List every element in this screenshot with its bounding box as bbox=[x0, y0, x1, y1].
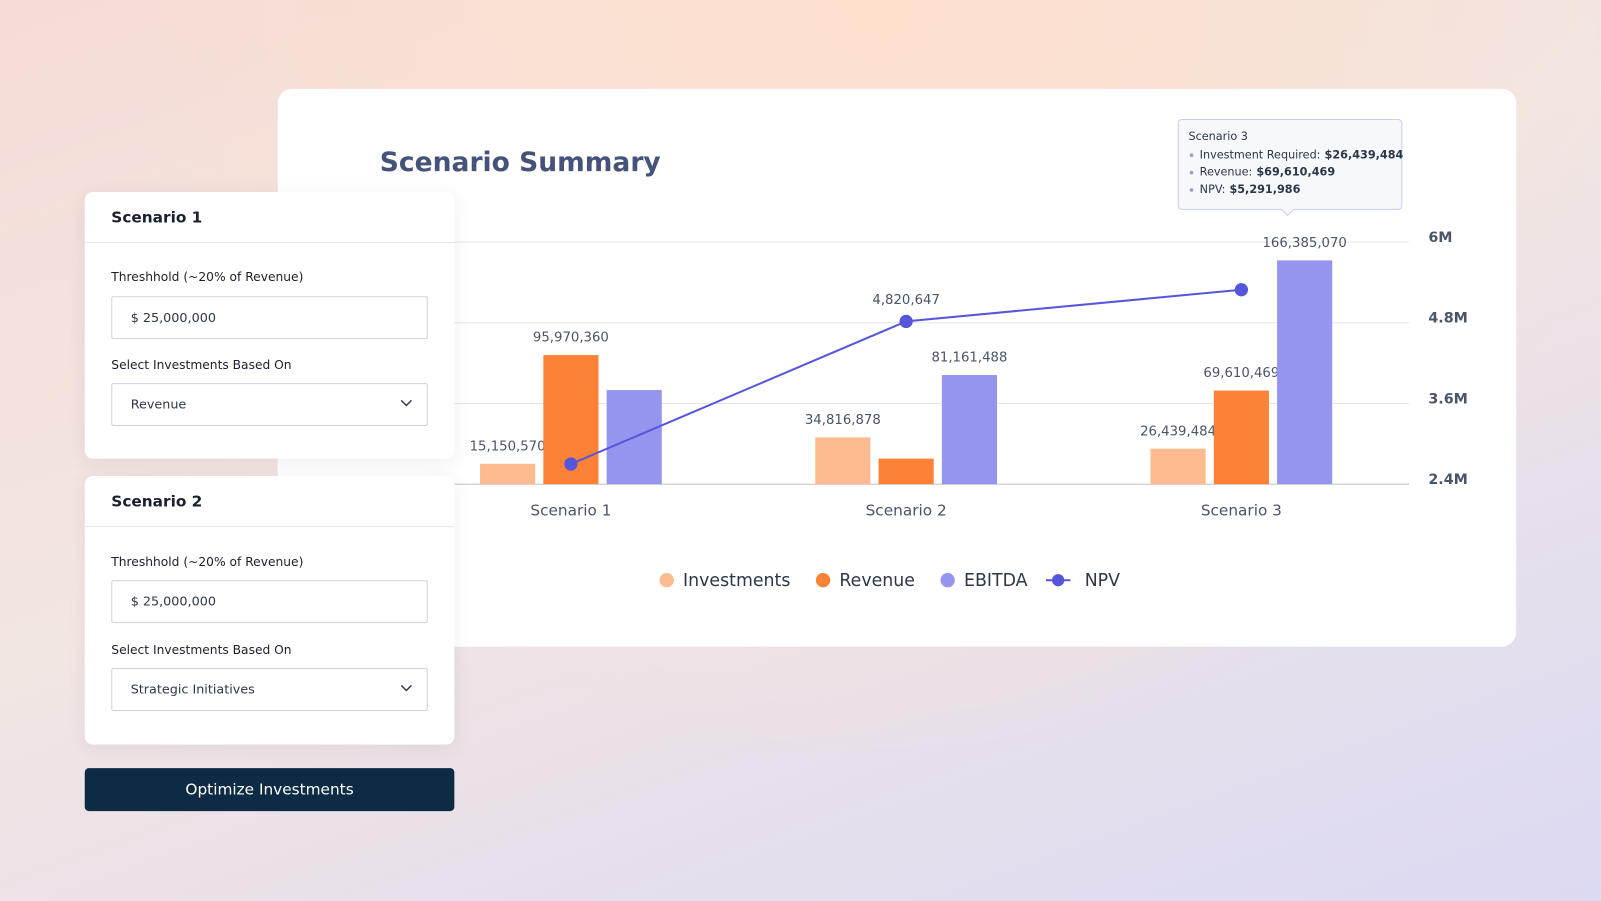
threshold-input[interactable]: $ 25,000,000 bbox=[111, 580, 428, 624]
optimize-button[interactable]: Optimize Investments bbox=[84, 768, 455, 812]
y2-tick-label: 4.8M bbox=[1428, 311, 1468, 327]
legend-item: EBITDA bbox=[940, 571, 1028, 591]
x-tick-label: Scenario 2 bbox=[866, 501, 947, 519]
npv-point bbox=[564, 457, 578, 471]
scenario-card: Scenario 1 Threshhold (~20% of Revenue) … bbox=[84, 192, 455, 459]
legend-item: Revenue bbox=[815, 571, 915, 591]
tooltip-label: NPV: bbox=[1200, 183, 1226, 196]
tooltip-box bbox=[1177, 119, 1403, 217]
x-tick-label: Scenario 3 bbox=[1201, 501, 1282, 519]
tooltip-label: Revenue: bbox=[1200, 166, 1253, 179]
tooltip-bullet bbox=[1189, 188, 1194, 192]
field-label: Threshhold (~20% of Revenue) bbox=[111, 269, 304, 284]
value-label: 34,816,878 bbox=[805, 413, 881, 428]
card-title: Scenario 1 bbox=[84, 192, 455, 244]
legend-label: EBITDA bbox=[964, 571, 1028, 591]
tooltip-title: Scenario 3 bbox=[1188, 130, 1247, 143]
bar bbox=[1213, 390, 1269, 485]
field-label: Threshhold (~20% of Revenue) bbox=[111, 554, 304, 569]
legend-item: NPV bbox=[1045, 571, 1120, 591]
value-label: 166,385,070 bbox=[1262, 236, 1346, 251]
legend-label: Revenue bbox=[839, 571, 915, 591]
tooltip-value: $69,610,469 bbox=[1256, 166, 1335, 179]
tooltip-value: $26,439,484 bbox=[1325, 148, 1404, 161]
tooltip-value: $5,291,986 bbox=[1229, 183, 1300, 196]
chart-title: Scenario Summary bbox=[380, 147, 661, 178]
scenario-card: Scenario 2 Threshhold (~20% of Revenue) … bbox=[84, 476, 455, 745]
select-value: Revenue bbox=[130, 396, 187, 412]
npv-point bbox=[1234, 283, 1249, 297]
field-label: Select Investments Based On bbox=[111, 642, 292, 657]
value-label: 4,820,647 bbox=[872, 293, 939, 308]
bar bbox=[878, 458, 934, 485]
bar bbox=[941, 375, 998, 485]
chevron bbox=[400, 684, 412, 692]
select-value: Strategic Initiatives bbox=[130, 681, 255, 697]
value-label: 26,439,484 bbox=[1140, 424, 1216, 439]
y2-tick-label: 2.4M bbox=[1428, 472, 1468, 488]
card-title: Scenario 2 bbox=[84, 476, 455, 528]
legend-swatch bbox=[940, 573, 955, 588]
legend-label: NPV bbox=[1085, 571, 1120, 591]
bar bbox=[1277, 260, 1333, 485]
tooltip-label: Investment Required: bbox=[1200, 148, 1321, 161]
value-label: 81,161,488 bbox=[931, 351, 1007, 366]
select-box[interactable]: Revenue bbox=[111, 383, 428, 426]
bar bbox=[815, 437, 871, 485]
chart-card bbox=[277, 88, 1517, 647]
bar bbox=[480, 463, 536, 485]
value-label: 69,610,469 bbox=[1203, 366, 1279, 381]
y2-tick-label: 6M bbox=[1428, 230, 1452, 246]
field-label: Select Investments Based On bbox=[111, 357, 292, 372]
legend-swatch bbox=[1052, 574, 1065, 587]
chevron bbox=[400, 399, 412, 407]
tooltip: Scenario 3 Investment Required: $26,439,48… bbox=[1177, 119, 1404, 217]
legend-swatch bbox=[659, 573, 674, 588]
tooltip-bullet bbox=[1189, 170, 1194, 175]
select-box[interactable]: Strategic Initiatives bbox=[111, 668, 428, 711]
y2-tick-label: 3.6M bbox=[1428, 391, 1468, 407]
legend-label: Investments bbox=[683, 571, 790, 591]
value-label: 95,970,360 bbox=[533, 331, 609, 346]
threshold-input[interactable]: $ 25,000,000 bbox=[111, 296, 428, 340]
npv-point bbox=[899, 314, 913, 329]
tooltip-bullet bbox=[1189, 153, 1194, 158]
x-tick-label: Scenario 1 bbox=[530, 501, 611, 519]
legend-item: Investments bbox=[659, 571, 790, 591]
value-label: 15,150,570 bbox=[470, 439, 546, 454]
bar bbox=[1150, 448, 1206, 485]
legend-swatch bbox=[815, 573, 831, 588]
